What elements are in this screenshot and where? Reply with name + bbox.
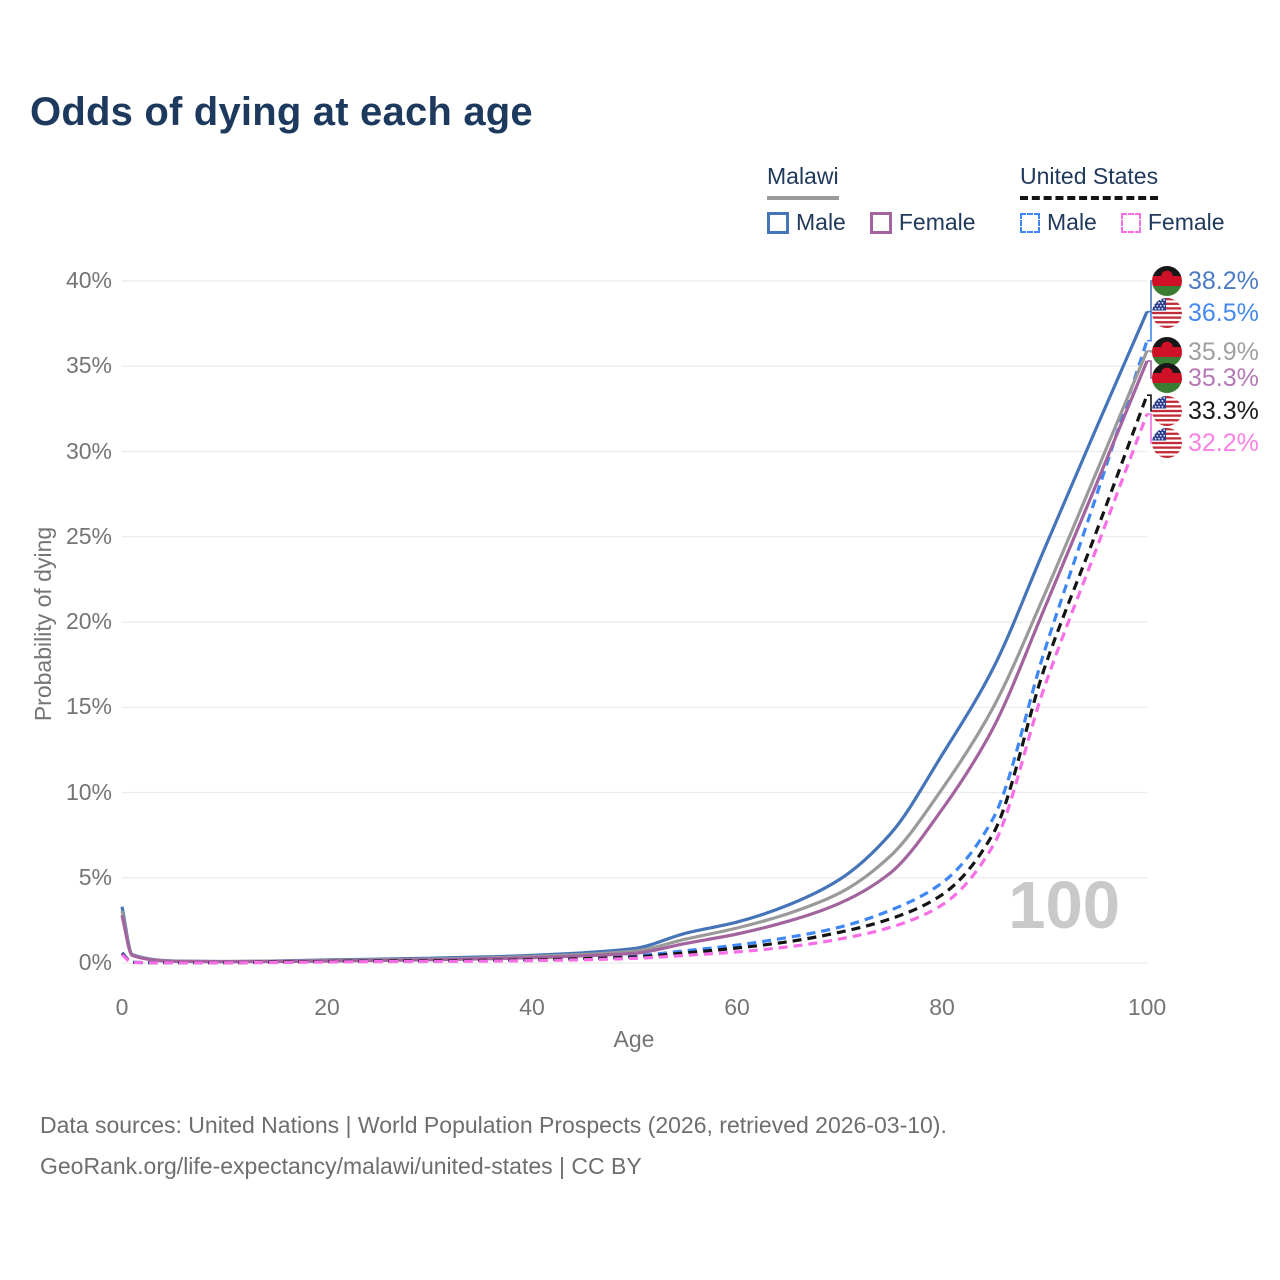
y-tick-label-15: 15% (65, 693, 112, 720)
legend-group-title-united-states: United States (1020, 163, 1159, 200)
page-title: Odds of dying at each age (30, 90, 533, 134)
us-male-swatch-icon (1020, 212, 1040, 233)
malawi-male-swatch-icon (767, 211, 789, 234)
x-tick-label-80: 80 (929, 994, 955, 1020)
end-label-row-united-states-male: 36.5% (1152, 297, 1259, 329)
y-tick-label-5: 5% (78, 863, 112, 890)
end-label-row-malawi-female: 35.3% (1152, 362, 1259, 394)
end-value-label: 35.9% (1188, 337, 1259, 366)
series-line-malawi-male (120, 311, 1149, 964)
x-tick-label-100: 100 (1127, 994, 1167, 1020)
end-label-row-united-states-female: 32.2% (1152, 427, 1259, 459)
x-axis-title: Age (613, 1026, 655, 1052)
y-axis-title: Probability of dying (30, 526, 56, 722)
us-female-swatch-icon (1120, 212, 1141, 233)
y-tick-label-35: 35% (65, 352, 112, 379)
united-states-flag-icon (1152, 428, 1182, 458)
y-tick-label-10: 10% (65, 778, 112, 805)
united-states-flag-icon (1152, 298, 1182, 328)
malawi-female-swatch-icon (869, 211, 892, 234)
series-line-malawi-female (120, 360, 1149, 964)
footer-attribution-line: GeoRank.org/life-expectancy/malawi/unite… (40, 1153, 642, 1179)
malawi-flag-icon (1152, 337, 1182, 367)
legend-group-united-states: United States Male Female (1020, 163, 1225, 236)
legend-group-malawi: Malawi Male Female (767, 163, 976, 236)
end-value-label: 33.3% (1188, 396, 1259, 425)
y-tick-label-0: 0% (78, 949, 112, 975)
end-value-label: 32.2% (1188, 428, 1259, 457)
end-value-label: 35.3% (1188, 363, 1259, 392)
x-tick-label-0: 0 (115, 994, 129, 1020)
end-label-row-malawi-both-sexes: 35.9% (1152, 336, 1259, 368)
end-label-row-united-states-both-sexes: 33.3% (1152, 395, 1259, 427)
footer: Data sources: United Nations | World Pop… (40, 1105, 1240, 1187)
legend-group-title-malawi: Malawi (767, 163, 839, 200)
legend-item-label: Female (898, 209, 976, 235)
legend-item-malawi-female[interactable]: Female (869, 209, 976, 236)
watermark-age-100: 100 (1008, 868, 1120, 943)
x-tick-label-40: 40 (519, 994, 545, 1020)
end-value-label: 36.5% (1188, 298, 1259, 327)
legend-items-malawi: Male Female (767, 209, 976, 236)
x-tick-label-60: 60 (724, 994, 750, 1020)
legend-item-label: Male (1047, 209, 1097, 235)
x-tick-label-20: 20 (314, 994, 340, 1020)
legend-item-label: Male (796, 209, 846, 235)
y-tick-label-25: 25% (65, 522, 112, 549)
footer-sources-line: Data sources: United Nations | World Pop… (40, 1112, 947, 1138)
malawi-flag-icon (1152, 266, 1182, 296)
end-value-label: 38.2% (1188, 266, 1259, 295)
series-line-united-states-male (120, 340, 1149, 965)
legend-item-us-male[interactable]: Male (1020, 209, 1097, 236)
legend-item-malawi-male[interactable]: Male (767, 209, 846, 236)
legend-item-us-female[interactable]: Female (1120, 209, 1225, 236)
legend-items-united-states: Male Female (1020, 209, 1225, 236)
y-tick-label-30: 30% (65, 437, 112, 464)
y-tick-label-40: 40% (65, 267, 112, 293)
end-label-row-malawi-male: 38.2% (1152, 265, 1259, 297)
malawi-flag-icon (1152, 363, 1182, 393)
series-line-malawi-both-sexes (120, 350, 1149, 964)
legend-item-label: Female (1147, 209, 1225, 235)
y-tick-label-20: 20% (65, 608, 112, 634)
united-states-flag-icon (1152, 396, 1182, 426)
chart-canvas (120, 280, 1156, 965)
series-line-united-states-female (120, 413, 1149, 965)
